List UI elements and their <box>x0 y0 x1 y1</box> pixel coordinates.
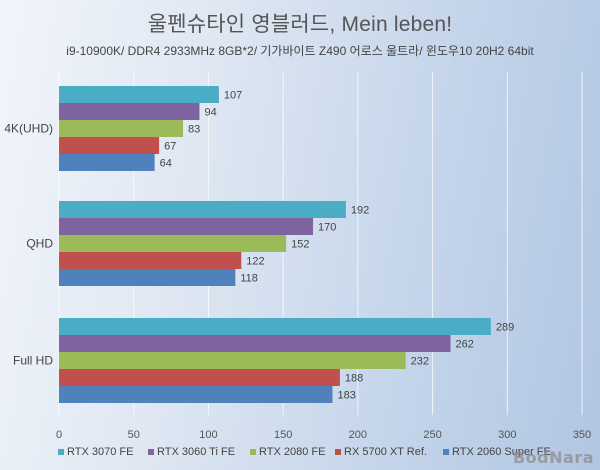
value-label: 67 <box>164 141 176 153</box>
legend-item: RX 5700 XT Ref. <box>335 446 427 458</box>
x-tick-label: 100 <box>199 429 217 441</box>
x-tick-label: 150 <box>274 429 292 441</box>
value-label: 289 <box>496 322 514 334</box>
x-tick-label: 350 <box>573 429 591 441</box>
bar <box>59 137 160 154</box>
watermark: BodNara <box>512 448 594 467</box>
x-tick-label: 0 <box>56 429 62 441</box>
legend-label: RTX 2080 FE <box>259 446 326 458</box>
value-label: 64 <box>160 158 172 170</box>
legend-swatch <box>335 449 341 455</box>
legend-label: RTX 2060 Super FE <box>452 446 551 458</box>
bar <box>59 103 200 120</box>
bar <box>59 335 451 352</box>
value-label: 170 <box>318 222 336 234</box>
bar <box>59 252 242 269</box>
legend-swatch <box>148 449 154 455</box>
bar <box>59 201 346 218</box>
bar <box>59 120 184 137</box>
bar <box>59 386 333 403</box>
legend-swatch <box>443 449 449 455</box>
value-label: 122 <box>246 256 264 268</box>
legend-label: RTX 3060 Ti FE <box>157 446 236 458</box>
bar <box>59 86 219 103</box>
legend-swatch <box>58 449 64 455</box>
bar <box>59 318 491 335</box>
bar <box>59 235 287 252</box>
bar <box>59 218 314 235</box>
value-label: 262 <box>456 339 474 351</box>
category-label: 4K(UHD) <box>4 122 53 136</box>
legend-label: RX 5700 XT Ref. <box>344 446 427 458</box>
legend-item: RTX 3060 Ti FE <box>148 446 235 458</box>
x-tick-label: 200 <box>349 429 367 441</box>
x-tick-labels: 0 50 100 150 200 250 300 350 <box>56 429 591 441</box>
bar <box>59 369 340 386</box>
value-label: 94 <box>204 107 216 119</box>
x-tick-label: 300 <box>498 429 516 441</box>
category-labels: 4K(UHD) QHD Full HD <box>4 122 53 368</box>
value-label: 83 <box>188 124 200 136</box>
bar <box>59 154 155 171</box>
value-label: 183 <box>337 390 355 402</box>
legend-swatch <box>250 449 256 455</box>
bar <box>59 352 406 369</box>
chart-subtitle: i9-10900K/ DDR4 2933MHz 8GB*2/ 기가바이트 Z49… <box>66 44 534 58</box>
value-label: 192 <box>351 205 369 217</box>
x-tick-label: 250 <box>423 429 441 441</box>
category-label: QHD <box>26 237 53 251</box>
legend-item: RTX 3070 FE <box>58 446 133 458</box>
x-tick-label: 50 <box>128 429 140 441</box>
chart-title: 울펜슈타인 영블러드, Mein leben! <box>147 13 453 36</box>
value-label: 118 <box>240 273 258 285</box>
bar <box>59 269 236 286</box>
legend-item: RTX 2060 Super FE <box>443 446 551 458</box>
value-labels: 107 94 83 67 64 192 170 152 122 118 289 262 232 188 18… <box>160 90 515 402</box>
value-label: 152 <box>291 239 309 251</box>
legend-label: RTX 3070 FE <box>67 446 134 458</box>
value-label: 107 <box>224 90 242 102</box>
legend-item: RTX 2080 FE <box>250 446 325 458</box>
bars <box>59 86 491 403</box>
value-label: 232 <box>411 356 429 368</box>
value-label: 188 <box>345 373 363 385</box>
category-label: Full HD <box>13 354 53 368</box>
